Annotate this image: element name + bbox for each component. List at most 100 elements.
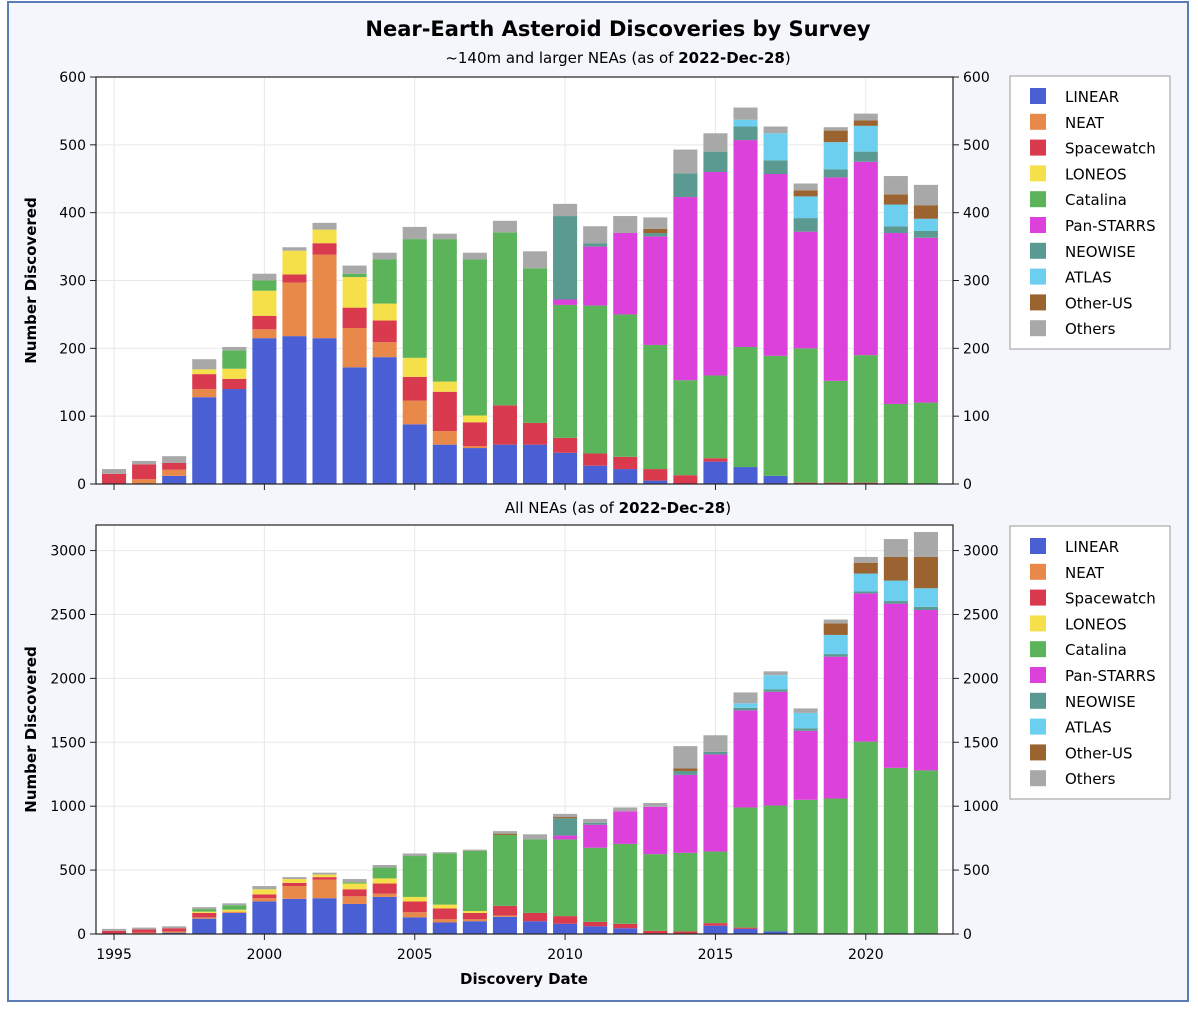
panel2-bar-2019-other-us (823, 623, 848, 635)
panel2-bar-2019-others (823, 619, 848, 624)
panel2-bar-2006-catalina (432, 853, 457, 905)
bottom-subtitle-date: 2022-Dec-28 (619, 499, 726, 517)
panel2-bar-2000-others (252, 886, 277, 890)
panel2-bar-2020-catalina (853, 741, 878, 934)
panel2-x-tick-label: 2005 (397, 947, 433, 963)
panel1-bar-2018-catalina (793, 348, 818, 483)
panel2-bar-1996-neat (132, 932, 157, 934)
panel1-bar-2022-pan-starrs (913, 237, 938, 403)
panel1-bar-1998-neat (192, 389, 217, 398)
panel1-bar-2018-spacewatch (793, 482, 818, 484)
panel2-legend-swatch-linear (1030, 538, 1046, 554)
panel2-bar-2016-neowise (733, 707, 758, 711)
panel1-bar-2022-others (913, 184, 938, 206)
bottom-subtitle: All NEAs (as of 2022-Dec-28) (505, 499, 731, 517)
panel2-bar-2015-catalina (703, 851, 728, 924)
chart-title: Near-Earth Asteroid Discoveries by Surve… (365, 17, 871, 41)
panel2-bar-2018-pan-starrs (793, 730, 818, 800)
panel1-y-tick-label-left: 300 (59, 274, 86, 290)
panel2-bar-2001-linear (282, 898, 307, 934)
panel2-bar-2010-pan-starrs (553, 835, 578, 840)
panel2-y-tick-label-right: 2000 (963, 671, 999, 687)
panel1-bar-2022-other-us (913, 205, 938, 219)
panel2-bar-2021-atlas (883, 580, 908, 602)
panel1-bar-2006-neat (432, 431, 457, 445)
panel1-bar-2000-linear (252, 338, 277, 484)
panel1-bar-2013-other-us (643, 228, 668, 234)
panel1-y-tick-label-right: 300 (963, 274, 990, 290)
panel2-y-tick-label-left: 1500 (50, 735, 86, 751)
panel1-bar-1995-spacewatch (102, 473, 127, 484)
panel1-bar-2013-pan-starrs (643, 236, 668, 345)
panel2-bar-1999-linear (222, 912, 247, 934)
panel2-bar-2015-linear (703, 925, 728, 934)
panel1-bar-2008-catalina (492, 232, 517, 406)
panel2-bar-2022-atlas (913, 588, 938, 607)
panel2-bar-2022-neowise (913, 606, 938, 610)
bottom-panel: 0 0 500 500 1000 1000 1500 1500 2000 2000 2500 2500… (22, 524, 1171, 963)
panel1-bar-2021-atlas (883, 204, 908, 227)
panel2-bar-2001-spacewatch (282, 882, 307, 887)
panel1-bar-2013-others (643, 217, 668, 229)
panel2-bar-1997-spacewatch (162, 928, 187, 932)
panel1-bar-1997-linear (162, 475, 187, 484)
panel2-y-tick-label-right: 2500 (963, 607, 999, 623)
panel2-legend-label: Other-US (1065, 744, 1133, 762)
panel2-bar-2017-pan-starrs (763, 691, 788, 806)
panel1-bar-2017-linear (763, 475, 788, 484)
panel2-bar-2013-others (643, 802, 668, 807)
panel1-bar-2019-other-us (823, 130, 848, 143)
panel1-bar-2016-neowise (733, 126, 758, 141)
panel2-bar-2013-pan-starrs (643, 806, 668, 855)
panel2-y-tick-label-right: 3000 (963, 544, 999, 560)
top-subtitle: ~140m and larger NEAs (as of 2022-Dec-28… (445, 49, 790, 67)
panel1-bar-2014-others (673, 149, 698, 174)
panel2-bar-2020-others (853, 556, 878, 563)
panel2-y-tick-label-left: 0 (77, 927, 86, 943)
panel1-bar-2020-others (853, 113, 878, 121)
panel2-bar-2021-others (883, 539, 908, 557)
panel1-bar-2014-neowise (673, 173, 698, 198)
panel1-bar-2019-others (823, 127, 848, 131)
panel2-bar-2022-other-us (913, 556, 938, 589)
panel2-bar-2015-spacewatch (703, 923, 728, 926)
panel2-bar-1996-spacewatch (132, 929, 157, 933)
panel1-bar-2004-spacewatch (372, 320, 397, 343)
panel2-x-tick-label: 2010 (547, 947, 583, 963)
panel2-bar-2020-atlas (853, 573, 878, 592)
panel1-y-tick-label-left: 200 (59, 341, 86, 357)
panel1-bar-1996-neat (132, 479, 157, 484)
panel1-bar-2020-other-us (853, 120, 878, 126)
panel2-legend-swatch-other-us (1030, 744, 1046, 761)
panel2-bar-2012-spacewatch (613, 923, 638, 929)
panel1-bar-2007-loneos (462, 415, 487, 423)
panel1-bar-2015-others (703, 133, 728, 152)
panel1-bar-2015-linear (703, 461, 728, 484)
panel2-legend-label: NEAT (1065, 564, 1105, 582)
panel1-bar-1999-others (222, 346, 247, 351)
panel1-bar-2013-spacewatch (643, 469, 668, 481)
panel2-legend-label: NEOWISE (1065, 693, 1136, 711)
panel1-bar-2011-spacewatch (583, 453, 608, 466)
panel2-bar-2010-neowise (553, 818, 578, 836)
panel2-legend-swatch-atlas (1030, 718, 1046, 735)
panel1-bar-2002-linear (312, 338, 337, 484)
panel2-legend-swatch-loneos (1030, 615, 1046, 632)
panel1-bar-2021-other-us (883, 194, 908, 205)
panel2-bar-2001-others (282, 877, 307, 880)
panel2-y-tick-label-right: 500 (963, 863, 990, 879)
panel2-bar-2003-spacewatch (342, 889, 367, 897)
panel1-bar-2017-atlas (763, 133, 788, 161)
panel1-legend-swatch-spacewatch (1030, 139, 1046, 156)
panel1-bar-2018-other-us (793, 190, 818, 197)
panel2-bar-2020-pan-starrs (853, 593, 878, 742)
panel1-bar-2006-others (432, 233, 457, 240)
panel1-bar-2016-others (733, 107, 758, 120)
panel1-bar-2016-linear (733, 467, 758, 484)
panel1-bar-2006-linear (432, 444, 457, 484)
panel1-bar-2001-neat (282, 282, 307, 337)
panel1-bar-2015-spacewatch (703, 458, 728, 462)
panel1-bar-2011-pan-starrs (583, 246, 608, 306)
panel1-bar-2021-others (883, 176, 908, 195)
panel1-bar-2009-others (522, 251, 548, 269)
